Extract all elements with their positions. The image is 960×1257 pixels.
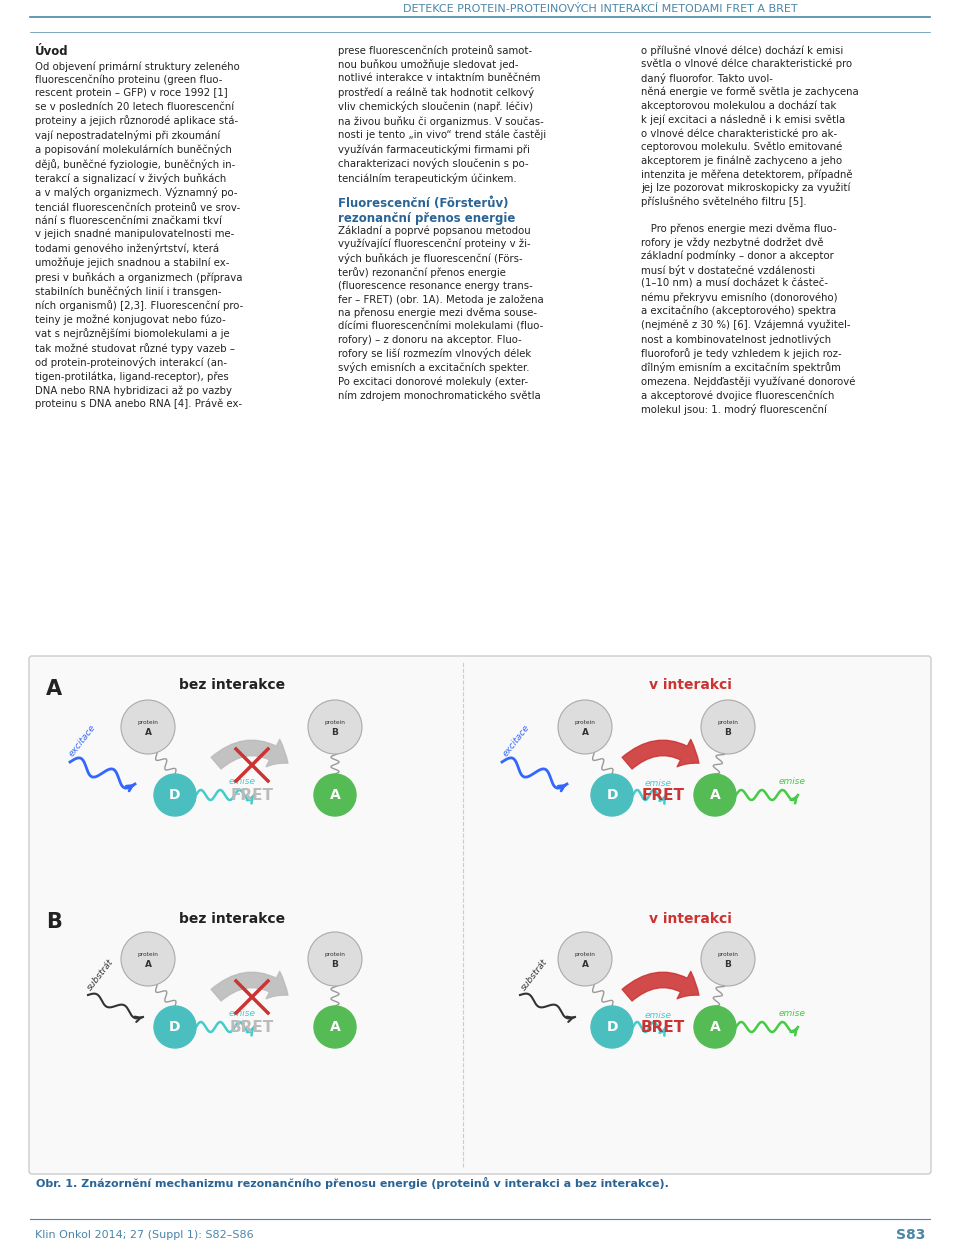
Text: substrát: substrát	[519, 958, 549, 993]
Text: B: B	[725, 729, 732, 738]
Text: emise: emise	[228, 1008, 255, 1017]
Circle shape	[121, 931, 175, 985]
Text: D: D	[169, 788, 180, 802]
Text: Fluorescenční (Försterův): Fluorescenční (Försterův)	[338, 197, 509, 210]
Text: FRET: FRET	[641, 787, 684, 802]
Text: B: B	[725, 960, 732, 969]
Text: protein: protein	[717, 952, 738, 957]
FancyArrowPatch shape	[211, 739, 288, 769]
Circle shape	[701, 931, 755, 985]
Text: emise: emise	[228, 777, 255, 786]
Text: protein: protein	[324, 720, 346, 724]
Circle shape	[591, 774, 633, 816]
Text: DETEKCE PROTEIN-PROTEINOVÝCH INTERAKCÍ METODAMI FRET A BRET: DETEKCE PROTEIN-PROTEINOVÝCH INTERAKCÍ M…	[402, 4, 798, 14]
Text: Obr. 1. Znázornění mechanizmu rezonančního přenosu energie (proteinů v interakci: Obr. 1. Znázornění mechanizmu rezonanční…	[36, 1177, 669, 1189]
Circle shape	[591, 1006, 633, 1048]
Circle shape	[694, 1006, 736, 1048]
Text: excitace: excitace	[67, 723, 97, 759]
Text: v interakci: v interakci	[649, 678, 732, 693]
FancyArrowPatch shape	[211, 972, 288, 1001]
Text: protein: protein	[137, 720, 158, 724]
Text: v interakci: v interakci	[649, 913, 732, 926]
Circle shape	[314, 774, 356, 816]
Text: S83: S83	[896, 1228, 925, 1242]
Text: D: D	[607, 1019, 617, 1035]
Text: B: B	[331, 729, 339, 738]
Text: A: A	[329, 788, 341, 802]
Text: A: A	[329, 1019, 341, 1035]
Text: A: A	[582, 960, 588, 969]
Text: B: B	[331, 960, 339, 969]
Circle shape	[154, 1006, 196, 1048]
Text: protein: protein	[137, 952, 158, 957]
Text: protein: protein	[575, 720, 595, 724]
Circle shape	[121, 700, 175, 754]
Circle shape	[558, 931, 612, 985]
Text: A: A	[46, 679, 62, 699]
Text: protein: protein	[717, 720, 738, 724]
Text: protein: protein	[324, 952, 346, 957]
Text: emise: emise	[644, 778, 671, 787]
Text: excitace: excitace	[501, 723, 531, 759]
Text: A: A	[582, 729, 588, 738]
Text: D: D	[607, 788, 617, 802]
Text: emise: emise	[779, 777, 805, 786]
Text: B: B	[46, 913, 61, 931]
Text: substrát: substrát	[85, 958, 115, 993]
Text: emise: emise	[779, 1008, 805, 1017]
Text: o přílušné vlnové délce) dochází k emisi
světla o vlnové délce charakteristické : o přílušné vlnové délce) dochází k emisi…	[641, 45, 859, 415]
Text: emise: emise	[644, 1011, 671, 1019]
Text: Klin Onkol 2014; 27 (Suppl 1): S82–S86: Klin Onkol 2014; 27 (Suppl 1): S82–S86	[35, 1231, 253, 1239]
Circle shape	[558, 700, 612, 754]
Text: A: A	[145, 960, 152, 969]
Text: A: A	[709, 788, 720, 802]
FancyArrowPatch shape	[622, 972, 699, 1001]
Text: BRET: BRET	[641, 1019, 685, 1035]
FancyBboxPatch shape	[29, 656, 931, 1174]
Text: bez interakce: bez interakce	[179, 678, 285, 693]
Circle shape	[308, 931, 362, 985]
Circle shape	[154, 774, 196, 816]
Circle shape	[308, 700, 362, 754]
Circle shape	[314, 1006, 356, 1048]
Text: A: A	[709, 1019, 720, 1035]
Text: BRET: BRET	[229, 1019, 275, 1035]
FancyArrowPatch shape	[622, 739, 699, 769]
Text: Od objevení primární struktury zeleného
fluorescenčního proteinu (green fluo-
re: Od objevení primární struktury zeleného …	[35, 62, 243, 410]
Circle shape	[694, 774, 736, 816]
Text: FRET: FRET	[230, 787, 274, 802]
Text: Základní a poprvé popsanou metodou
využívající fluorescenční proteiny v ži-
vých: Základní a poprvé popsanou metodou využí…	[338, 225, 543, 401]
Text: protein: protein	[575, 952, 595, 957]
Text: Úvod: Úvod	[35, 45, 68, 58]
Text: rezonanční přenos energie: rezonanční přenos energie	[338, 212, 516, 225]
Text: D: D	[169, 1019, 180, 1035]
Text: prese fluorescenčních proteinů samot-
nou buňkou umožňuje sledovat jed-
notlivé : prese fluorescenčních proteinů samot- no…	[338, 45, 546, 184]
Circle shape	[701, 700, 755, 754]
Text: bez interakce: bez interakce	[179, 913, 285, 926]
Text: A: A	[145, 729, 152, 738]
